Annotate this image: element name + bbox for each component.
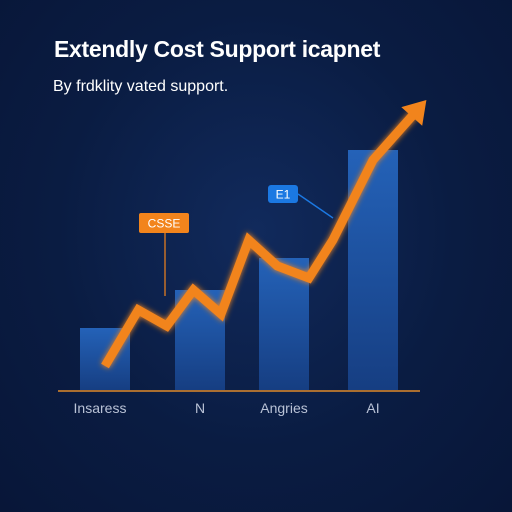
callout-label: E1 <box>276 188 291 202</box>
bar-angries <box>259 258 309 390</box>
trend-line-layer <box>101 100 427 369</box>
callout-label: CSSE <box>148 217 181 231</box>
x-tick-label: AI <box>366 400 379 416</box>
callouts-layer: CSSE E1 <box>139 185 334 296</box>
trend-line <box>101 110 419 369</box>
callout-box <box>268 185 298 203</box>
x-tick-label: Angries <box>260 400 307 416</box>
callout-box <box>139 213 189 233</box>
x-tick-label: Insaress <box>74 400 127 416</box>
trend-arrowhead <box>401 100 427 126</box>
x-tick-label: N <box>195 400 205 416</box>
callout-leader-line <box>297 193 334 219</box>
chart-subtitle: By frdklity vated support. <box>53 78 229 95</box>
x-tick-labels: Insaress N Angries AI <box>74 400 380 416</box>
chart-title: Extendly Cost Support icapnet <box>54 36 381 62</box>
